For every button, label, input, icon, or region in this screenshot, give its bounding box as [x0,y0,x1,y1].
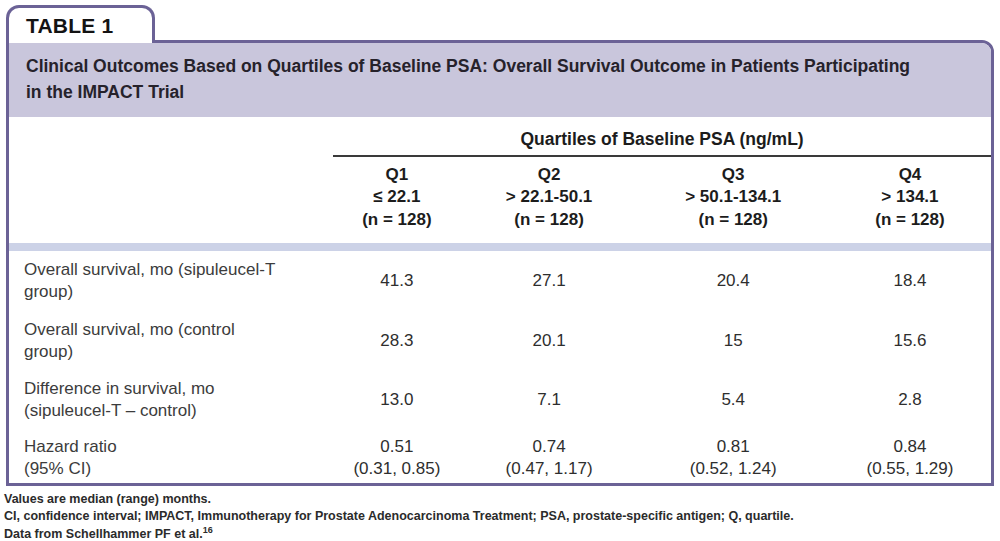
data-table: Quartiles of Baseline PSA (ng/mL) Q1 ≤ 2… [9,117,991,486]
table-title-line2: in the IMPACT Trial [26,80,974,106]
column-range-label: ≤ 22.1 [333,186,461,208]
table-title-line1: Clinical Outcomes Based on Quartiles of … [26,54,974,80]
column-header-q1: Q1 ≤ 22.1 (n = 128) [333,156,461,243]
column-q-label: Q3 [637,164,828,186]
table-row-difference-in-survival: Difference in survival, mo (sipuleucel-T… [9,370,991,429]
footnote-source: Data from Schellhammer PF et al.16 [4,526,994,541]
header-body-separator [9,243,991,251]
footnote-reference-number: 16 [203,524,213,534]
table-number-tab: TABLE 1 [6,5,155,43]
group-header-spacer [9,117,333,156]
separator-bar [9,243,991,251]
column-n-label: (n = 128) [333,209,461,231]
column-q-label: Q2 [461,164,638,186]
value-cell: 18.4 [829,251,991,310]
row-label: Overall survival, mo (sipuleucel-T group… [9,251,333,310]
column-n-label: (n = 128) [637,209,828,231]
column-header-q4: Q4 > 134.1 (n = 128) [829,156,991,243]
row-label: Overall survival, mo (control group) [9,311,333,370]
value-cell: 7.1 [461,370,638,429]
value-cell: 28.3 [333,311,461,370]
value-cell: 0.84(0.55, 1.29) [829,429,991,486]
value-cell: 41.3 [333,251,461,310]
column-range-label: > 50.1-134.1 [637,186,828,208]
value-cell: 0.74(0.47, 1.17) [461,429,638,486]
table-row-hazard-ratio: Hazard ratio (95% CI) 0.51(0.31, 0.85) 0… [9,429,991,486]
value-cell: 13.0 [333,370,461,429]
column-q-label: Q4 [829,164,991,186]
column-n-label: (n = 128) [461,209,638,231]
value-cell: 27.1 [461,251,638,310]
value-cell: 15 [637,311,828,370]
footnote-abbreviations: CI, confidence interval; IMPACT, Immunot… [4,508,994,525]
value-cell: 2.8 [829,370,991,429]
column-header-row: Q1 ≤ 22.1 (n = 128) Q2 > 22.1-50.1 (n = … [9,156,991,243]
quartiles-group-header: Quartiles of Baseline PSA (ng/mL) [333,117,991,156]
table-number-label: TABLE 1 [26,14,113,38]
footnotes: Values are median (range) months. CI, co… [4,491,994,541]
value-cell: 20.1 [461,311,638,370]
row-label: Hazard ratio (95% CI) [9,429,333,486]
value-cell: 5.4 [637,370,828,429]
table-frame: Clinical Outcomes Based on Quartiles of … [6,40,994,486]
value-cell: 15.6 [829,311,991,370]
column-n-label: (n = 128) [829,209,991,231]
group-header-row: Quartiles of Baseline PSA (ng/mL) [9,117,991,156]
column-range-label: > 22.1-50.1 [461,186,638,208]
column-header-q2: Q2 > 22.1-50.1 (n = 128) [461,156,638,243]
value-cell: 0.51(0.31, 0.85) [333,429,461,486]
row-label: Difference in survival, mo (sipuleucel-T… [9,370,333,429]
table-row-overall-survival-sipuleucel: Overall survival, mo (sipuleucel-T group… [9,251,991,310]
column-range-label: > 134.1 [829,186,991,208]
column-header-q3: Q3 > 50.1-134.1 (n = 128) [637,156,828,243]
table-row-overall-survival-control: Overall survival, mo (control group) 28.… [9,311,991,370]
table-figure: TABLE 1 Clinical Outcomes Based on Quart… [0,0,1000,541]
table-title-band: Clinical Outcomes Based on Quartiles of … [9,43,991,117]
column-header-spacer [9,156,333,243]
value-cell: 0.81(0.52, 1.24) [637,429,828,486]
value-cell: 20.4 [637,251,828,310]
footnote-values: Values are median (range) months. [4,491,994,508]
column-q-label: Q1 [333,164,461,186]
